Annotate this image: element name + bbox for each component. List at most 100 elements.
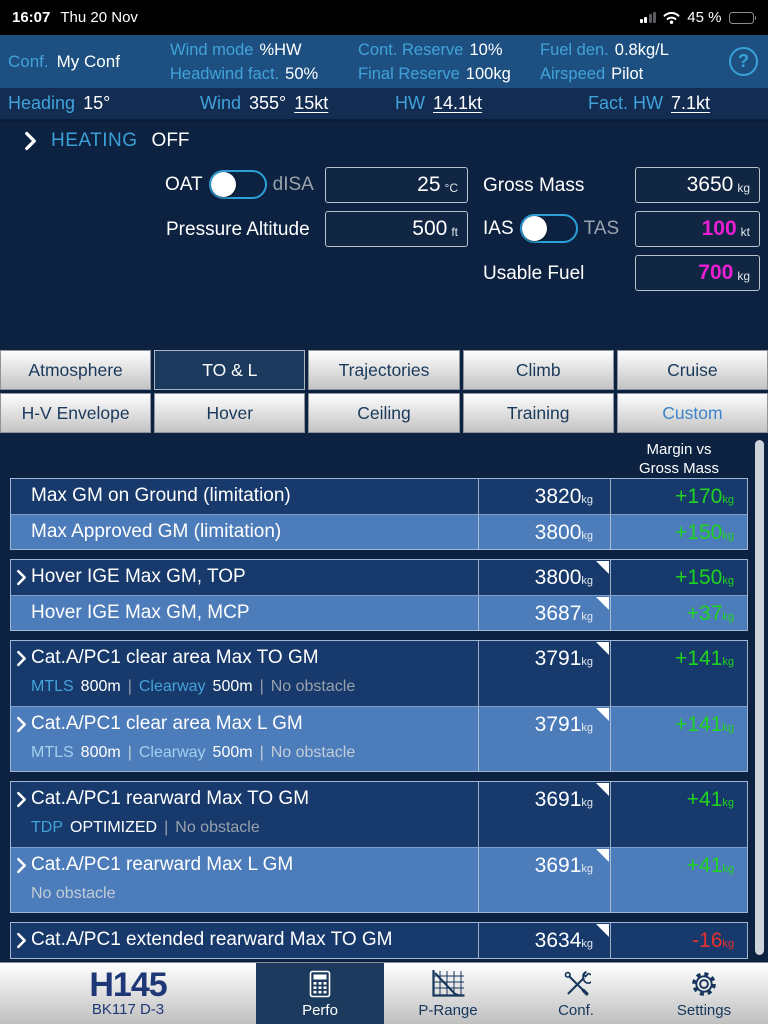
range-chart-icon <box>430 968 466 1000</box>
tab-trajectories[interactable]: Trajectories <box>308 350 460 390</box>
heading-readout: Heading 15° <box>8 93 111 113</box>
detail-marker <box>596 849 609 862</box>
chevron-right-icon <box>17 932 26 949</box>
conf-selector[interactable]: Conf. My Conf <box>8 51 120 71</box>
value-cell: 3820kg <box>478 479 610 514</box>
margin-cell: +170kg <box>610 479 746 514</box>
detail-marker <box>596 708 609 721</box>
detail-marker <box>596 642 609 655</box>
perfo-input-panel: HEATING OFF OAT dISA 25 °C Gross Mass 365… <box>0 122 768 350</box>
tab-hover[interactable]: Hover <box>154 393 306 433</box>
table-row[interactable]: Hover IGE Max GM, MCP 3687kg +37kg <box>11 595 747 631</box>
toggle-switch[interactable] <box>519 214 578 243</box>
wind-config: Wind mode %HW Headwind fact. 50% <box>170 41 319 83</box>
ias-tas-toggle[interactable]: IAS TAS <box>483 214 619 243</box>
nav-tab-p-range[interactable]: P-Range <box>384 963 512 1024</box>
detail-marker <box>596 783 609 796</box>
cellular-signal-icon <box>639 12 657 23</box>
reserve-config: Cont. Reserve 10% Final Reserve 100kg <box>358 41 511 83</box>
table-row[interactable]: Cat.A/PC1 rearward Max TO GM TDP OPTIMIZE… <box>11 782 747 847</box>
wind-bar: Heading 15° Wind 355° 15kt HW 14.1kt Fact. H… <box>0 88 768 122</box>
usable-fuel-field[interactable]: 700 kg <box>635 255 760 291</box>
margin-cell: +37kg <box>610 596 746 631</box>
gear-icon <box>689 968 719 1000</box>
oat-disa-toggle[interactable]: OAT dISA <box>165 170 314 199</box>
table-row[interactable]: Hover IGE Max GM, TOP 3800kg +150kg <box>11 560 747 595</box>
chevron-right-icon <box>25 131 36 151</box>
config-bar: Conf. My Conf Wind mode %HW Headwind fact… <box>0 35 768 88</box>
calculator-icon <box>309 968 331 1000</box>
chevron-right-icon <box>17 650 26 667</box>
table-row[interactable]: Max Approved GM (limitation) 3800kg +150… <box>11 514 747 550</box>
nav-tab-perfo[interactable]: Perfo <box>256 963 384 1024</box>
nav-tab-settings[interactable]: Settings <box>640 963 768 1024</box>
detail-marker <box>596 597 609 610</box>
value-cell[interactable]: 3791kg <box>478 641 610 706</box>
usable-fuel-label: Usable Fuel <box>483 263 585 284</box>
pressure-altitude-field[interactable]: 500 ft <box>325 211 468 247</box>
battery-icon <box>728 11 756 24</box>
date: Thu 20 Nov <box>60 9 138 26</box>
tab-to-and-l[interactable]: TO & L <box>154 350 306 390</box>
table-row[interactable]: Cat.A/PC1 rearward Max L GM No obstacle … <box>11 847 747 912</box>
tab-custom[interactable]: Custom <box>616 393 768 433</box>
tab-atmosphere[interactable]: Atmosphere <box>0 350 152 390</box>
margin-cell: +141kg <box>610 707 746 771</box>
tab-ceiling[interactable]: Ceiling <box>308 393 460 433</box>
detail-marker <box>596 561 609 574</box>
table-row[interactable]: Cat.A/PC1 clear area Max TO GM MTLS 800m |… <box>11 641 747 706</box>
result-group: Hover IGE Max GM, TOP 3800kg +150kg Hove… <box>10 559 748 631</box>
value-cell[interactable]: 3800kg <box>478 560 610 595</box>
status-bar: 16:07 Thu 20 Nov 45 % <box>0 0 768 35</box>
nav-tab-conf[interactable]: Conf. <box>512 963 640 1024</box>
help-icon[interactable]: ? <box>729 47 758 76</box>
wind-readout[interactable]: Wind 355° 15kt <box>200 93 329 113</box>
table-row[interactable]: Cat.A/PC1 clear area Max L GM MTLS 800m | C… <box>11 706 747 771</box>
headwind-readout[interactable]: HW 14.1kt <box>395 93 483 113</box>
margin-cell: -16kg <box>610 923 746 958</box>
heating-state: OFF <box>151 130 190 151</box>
value-cell[interactable]: 3634kg <box>478 923 610 958</box>
tools-icon <box>561 968 591 1000</box>
aircraft-logo[interactable]: H145 BK117 D-3 <box>89 966 167 1018</box>
gross-mass-label: Gross Mass <box>483 175 585 196</box>
gross-mass-field[interactable]: 3650 kg <box>635 167 760 203</box>
toggle-switch[interactable] <box>208 170 267 199</box>
margin-cell: +41kg <box>610 782 746 847</box>
result-group: Cat.A/PC1 clear area Max TO GM MTLS 800m |… <box>10 640 748 772</box>
pressure-altitude-label: Pressure Altitude <box>166 219 310 240</box>
oat-field[interactable]: 25 °C <box>325 167 468 203</box>
tab-cruise[interactable]: Cruise <box>616 350 768 390</box>
tab-training[interactable]: Training <box>462 393 614 433</box>
tab-climb[interactable]: Climb <box>462 350 614 390</box>
margin-column-header: Margin vs Gross Mass <box>638 441 719 477</box>
value-cell[interactable]: 3691kg <box>478 782 610 847</box>
chevron-right-icon <box>17 791 26 808</box>
result-group: Max GM on Ground (limitation) 3820kg +17… <box>10 478 748 550</box>
bottom-nav-bar: H145 BK117 D-3 Perfo <box>0 962 768 1024</box>
chevron-right-icon <box>17 569 26 586</box>
margin-cell: +150kg <box>610 515 746 550</box>
fuel-config: Fuel den. 0.8kg/L Airspeed Pilot <box>540 41 669 83</box>
airspeed-field[interactable]: 100 kt <box>635 211 760 247</box>
value-cell[interactable]: 3691kg <box>478 848 610 912</box>
table-row[interactable]: Max GM on Ground (limitation) 3820kg +17… <box>11 479 747 514</box>
clock: 16:07 <box>12 9 51 26</box>
value-cell[interactable]: 3687kg <box>478 596 610 631</box>
factored-headwind-readout[interactable]: Fact. HW 7.1kt <box>588 93 711 113</box>
table-scrollbar[interactable] <box>755 440 764 955</box>
wifi-icon <box>663 12 680 24</box>
detail-marker <box>596 924 609 937</box>
value-cell: 3800kg <box>478 515 610 550</box>
heating-expander[interactable]: HEATING OFF <box>24 130 190 152</box>
chevron-right-icon <box>17 716 26 733</box>
margin-cell: +150kg <box>610 560 746 595</box>
margin-cell: +41kg <box>610 848 746 912</box>
table-row[interactable]: Cat.A/PC1 extended rearward Max TO GM 36… <box>11 923 747 958</box>
battery-percent: 45 % <box>687 9 722 26</box>
tab-hv-envelope[interactable]: H-V Envelope <box>0 393 152 433</box>
value-cell[interactable]: 3791kg <box>478 707 610 771</box>
chevron-right-icon <box>17 857 26 874</box>
result-group: Cat.A/PC1 extended rearward Max TO GM 36… <box>10 922 748 959</box>
